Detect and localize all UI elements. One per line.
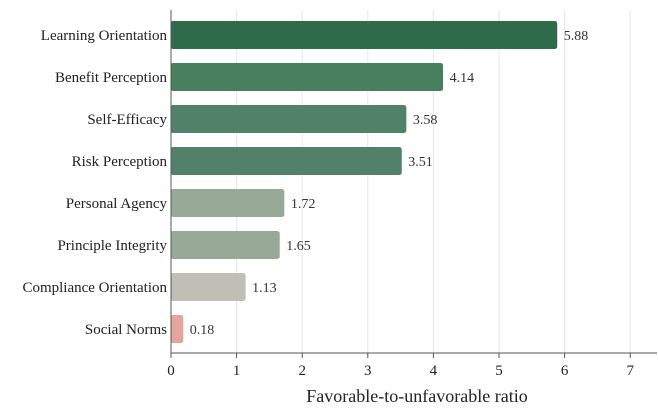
grid-lines — [236, 10, 631, 353]
category-label: Principle Integrity — [57, 238, 167, 254]
category-label: Compliance Orientation — [22, 280, 167, 296]
x-tick-label-2: 2 — [298, 363, 306, 379]
category-label: Learning Orientation — [41, 28, 168, 44]
value-label: 1.72 — [291, 197, 316, 212]
bar-principle-integrity — [170, 231, 280, 259]
x-ticks: 0 1 2 3 4 5 6 7 — [167, 353, 634, 379]
category-label: Risk Perception — [72, 154, 168, 170]
axes — [170, 10, 657, 354]
x-tick-label-1: 1 — [233, 363, 241, 379]
x-tick-label-7: 7 — [626, 363, 634, 379]
x-tick-label-5: 5 — [495, 363, 503, 379]
value-label: 1.13 — [252, 281, 276, 296]
category-labels: Learning Orientation Benefit Perception Se… — [22, 28, 167, 338]
bar-social-norms — [170, 315, 184, 343]
x-tick-label-0: 0 — [167, 363, 175, 379]
category-label: Benefit Perception — [55, 70, 168, 86]
bar-personal-agency — [170, 189, 285, 217]
category-label: Personal Agency — [66, 196, 168, 212]
value-labels: 5.88 4.14 3.58 3.51 1.72 1.65 1.13 0.18 — [190, 29, 588, 338]
bar-benefit-perception — [170, 63, 444, 91]
x-axis-title: Favorable-to-unfavorable ratio — [306, 386, 527, 406]
bar-risk-perception — [170, 147, 402, 175]
bar-compliance-orientation — [170, 273, 246, 301]
x-tick-label-4: 4 — [430, 363, 438, 379]
x-tick-label-6: 6 — [561, 363, 569, 379]
category-label: Self-Efficacy — [87, 112, 167, 128]
value-label: 1.65 — [286, 239, 311, 254]
value-label: 5.88 — [564, 29, 589, 44]
value-label: 0.18 — [190, 323, 215, 338]
bars — [170, 21, 558, 343]
value-label: 3.58 — [413, 113, 438, 128]
value-label: 4.14 — [450, 71, 475, 86]
x-tick-label-3: 3 — [364, 363, 372, 379]
bar-learning-orientation — [170, 21, 558, 49]
category-label: Social Norms — [85, 322, 167, 338]
value-label: 3.51 — [408, 155, 433, 170]
bar-self-efficacy — [170, 105, 407, 133]
